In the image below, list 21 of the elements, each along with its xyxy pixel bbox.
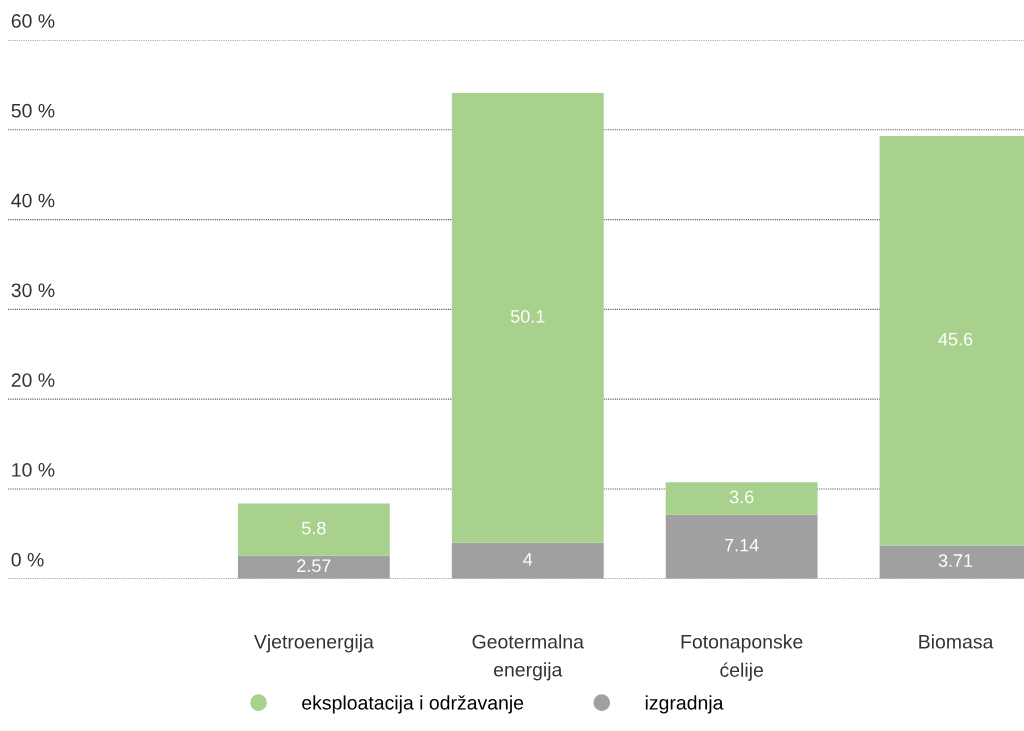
data-label: 4 bbox=[523, 553, 533, 566]
x-tick-label: Biomasa bbox=[919, 634, 994, 649]
legend-label: eksploatacija i održavanje bbox=[302, 695, 524, 714]
y-tick-label: 0 % bbox=[11, 552, 44, 567]
y-tick-label: 60 % bbox=[11, 14, 55, 28]
y-tick-label: 10 % bbox=[12, 463, 55, 477]
data-label: 3.71 bbox=[938, 554, 973, 567]
data-label: 7.14 bbox=[725, 538, 759, 552]
x-tick-label: Fotonaponske ćelije bbox=[681, 634, 803, 681]
y-tick-label: 20 % bbox=[11, 373, 55, 387]
x-tick-label: Geotermalna energija bbox=[472, 634, 584, 681]
y-tick-label: 30 % bbox=[11, 283, 55, 298]
x-tick-label: Vjetroenergija bbox=[253, 634, 374, 653]
data-label: 3.6 bbox=[729, 490, 754, 504]
data-label: 5.8 bbox=[302, 521, 326, 535]
y-tick-label: 50 % bbox=[11, 103, 55, 118]
y-tick-label: 40 % bbox=[11, 193, 55, 208]
data-label: 45.6 bbox=[938, 332, 973, 346]
data-label: 2.57 bbox=[297, 559, 331, 573]
data-label: 50.1 bbox=[510, 309, 545, 323]
legend-label: izgradnja bbox=[645, 695, 724, 714]
